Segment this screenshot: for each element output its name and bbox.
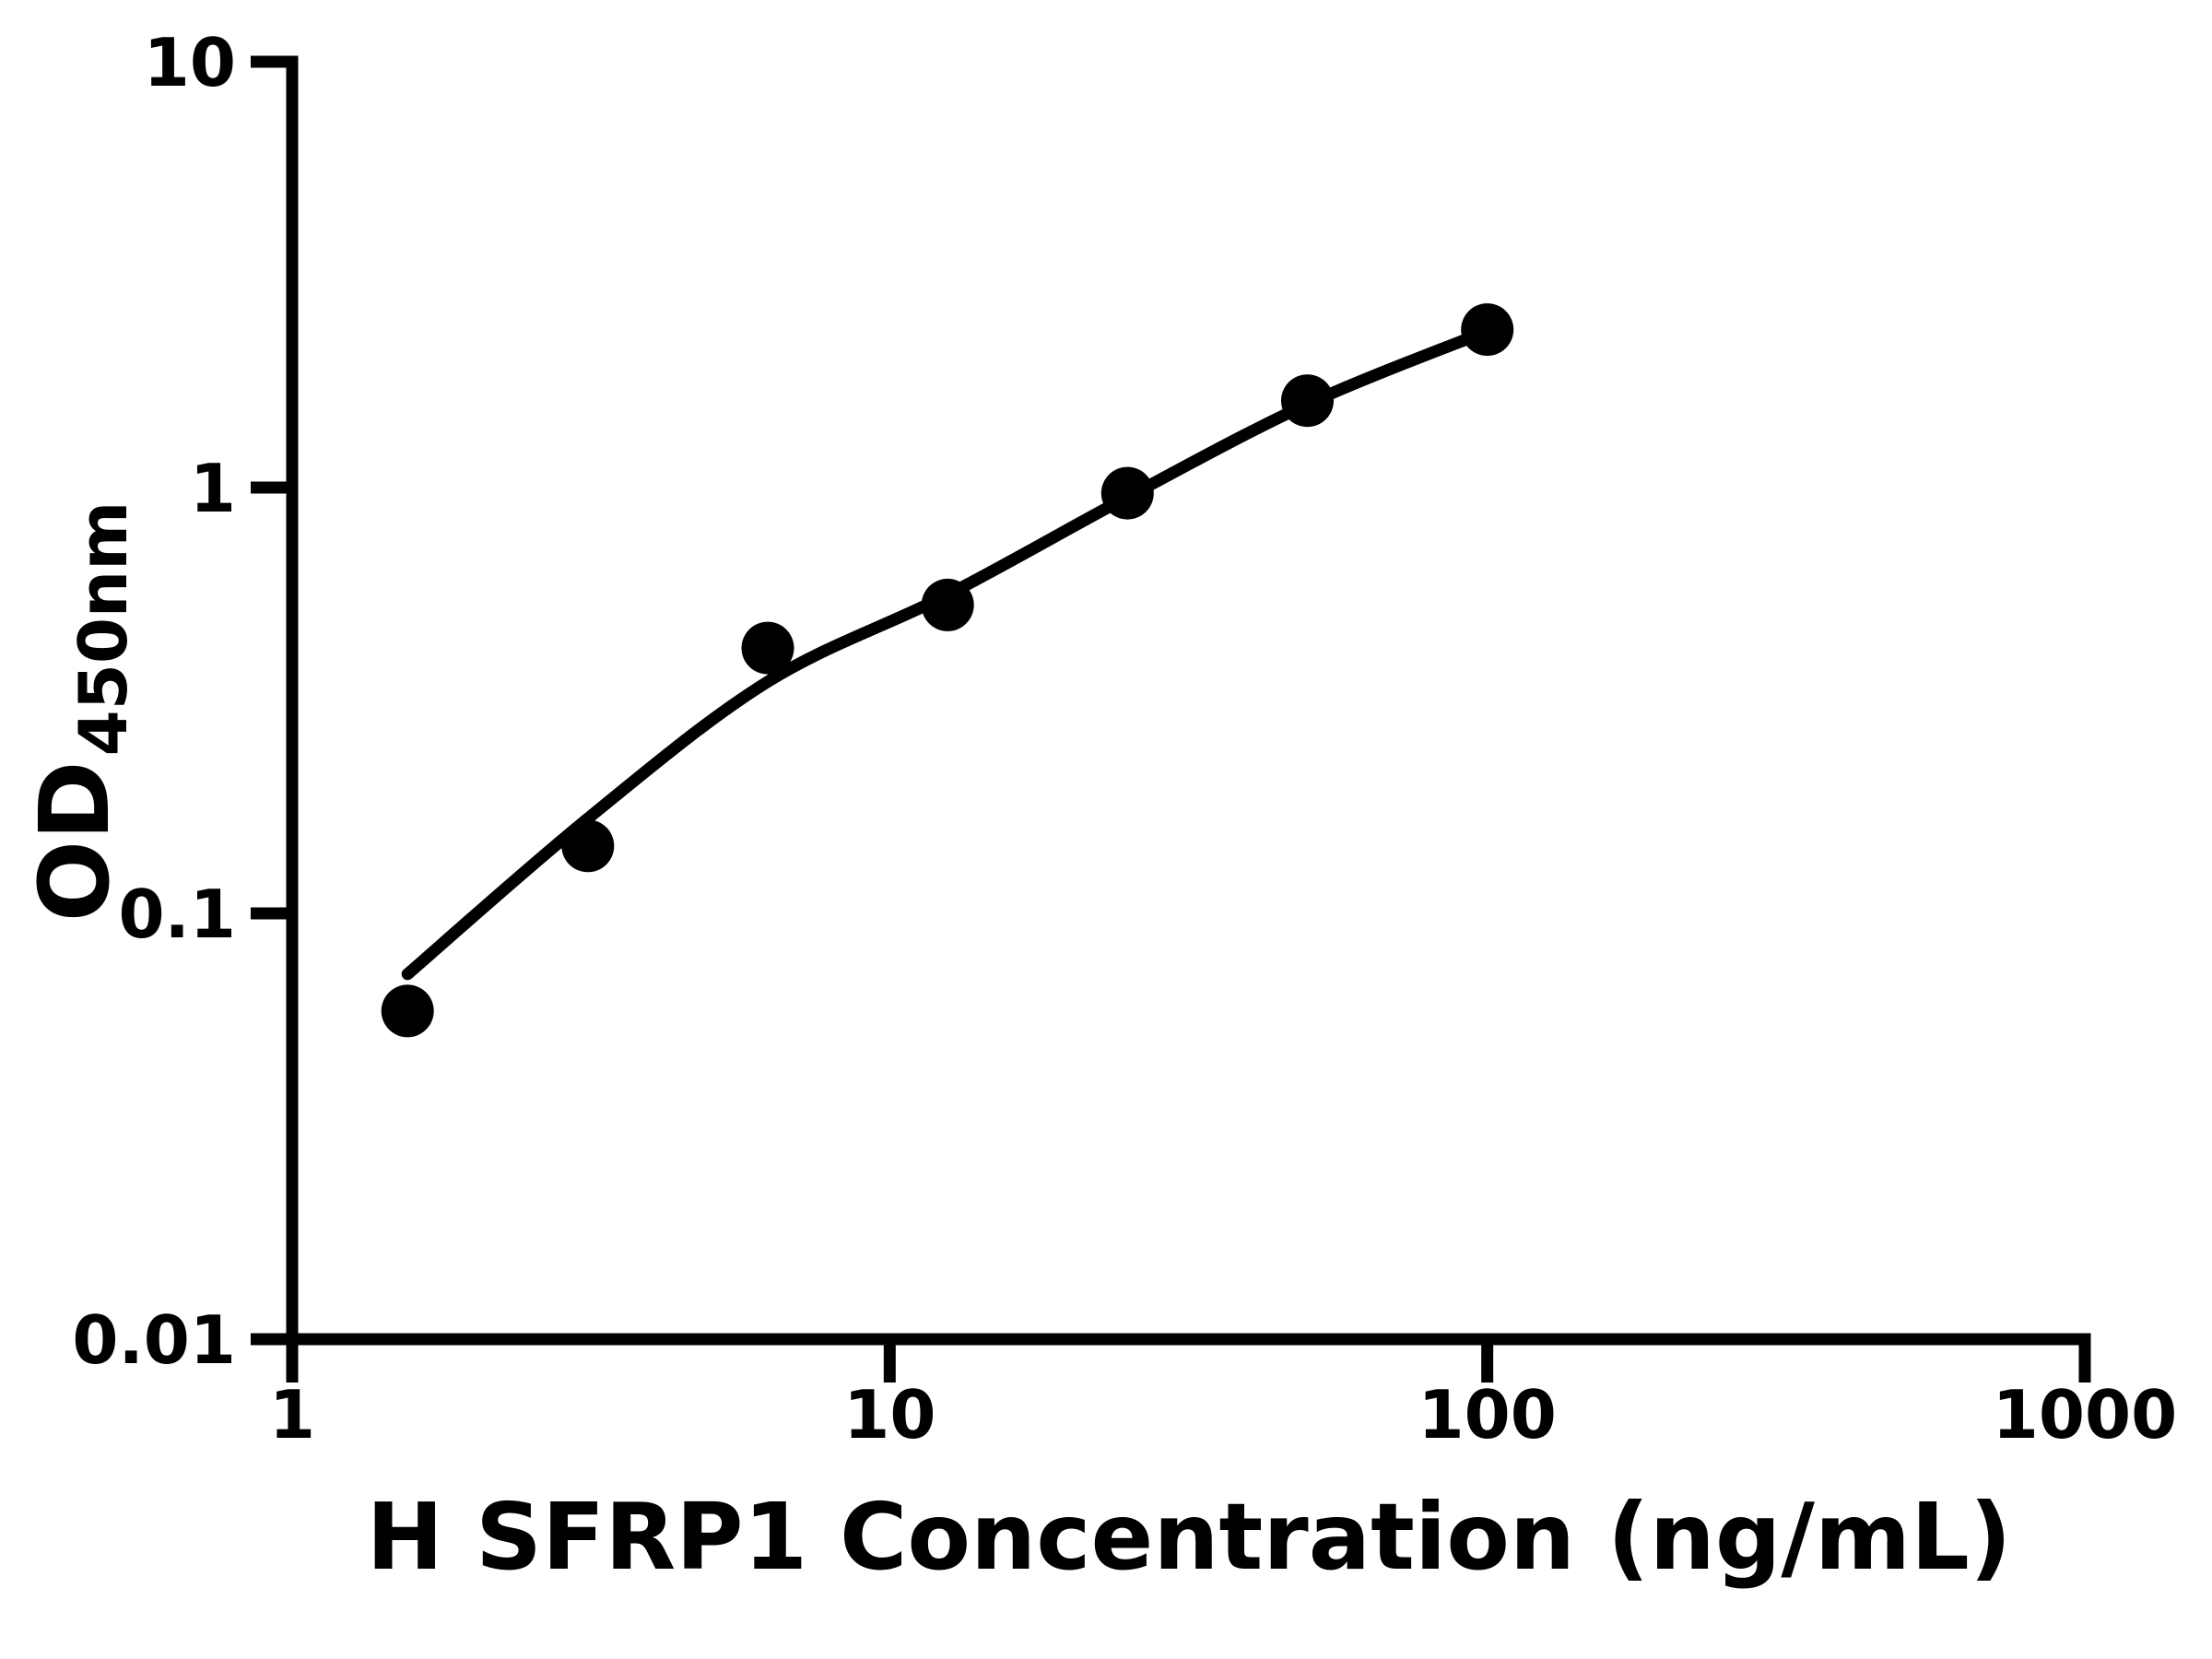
axis-ticks [251, 55, 2091, 1382]
axes [286, 55, 2091, 1346]
fit-curve [401, 324, 1494, 981]
x-tick-label: 1000 [1993, 1376, 2177, 1453]
data-point [1100, 466, 1154, 520]
y-tick-label: 10 [144, 24, 236, 101]
y-axis-title-subscript: 450nm [65, 501, 142, 757]
data-point [561, 819, 615, 873]
axis-tick-labels: 10 1 0.1 0.01 1 10 100 1000 [72, 24, 2177, 1453]
x-axis-title: H SFRP1 Concentration (ng/mL) [366, 1483, 2011, 1591]
y-axis-title: OD 450nm [18, 501, 142, 922]
data-points-group [381, 303, 1514, 1038]
data-point [921, 578, 974, 631]
data-point [1461, 303, 1514, 357]
data-point [1281, 374, 1334, 428]
x-tick-label: 100 [1418, 1376, 1557, 1453]
y-tick-label: 1 [190, 450, 236, 527]
fit-curve-group [401, 324, 1494, 981]
y-tick-label: 0.1 [118, 876, 236, 953]
y-axis-title-main: OD [18, 760, 131, 922]
y-axis-title-group: OD 450nm [18, 501, 142, 922]
y-tick-label: 0.01 [72, 1301, 236, 1379]
data-point [381, 984, 434, 1038]
x-tick-label: 1 [269, 1376, 315, 1453]
x-tick-label: 10 [843, 1376, 935, 1453]
data-point [741, 621, 794, 675]
